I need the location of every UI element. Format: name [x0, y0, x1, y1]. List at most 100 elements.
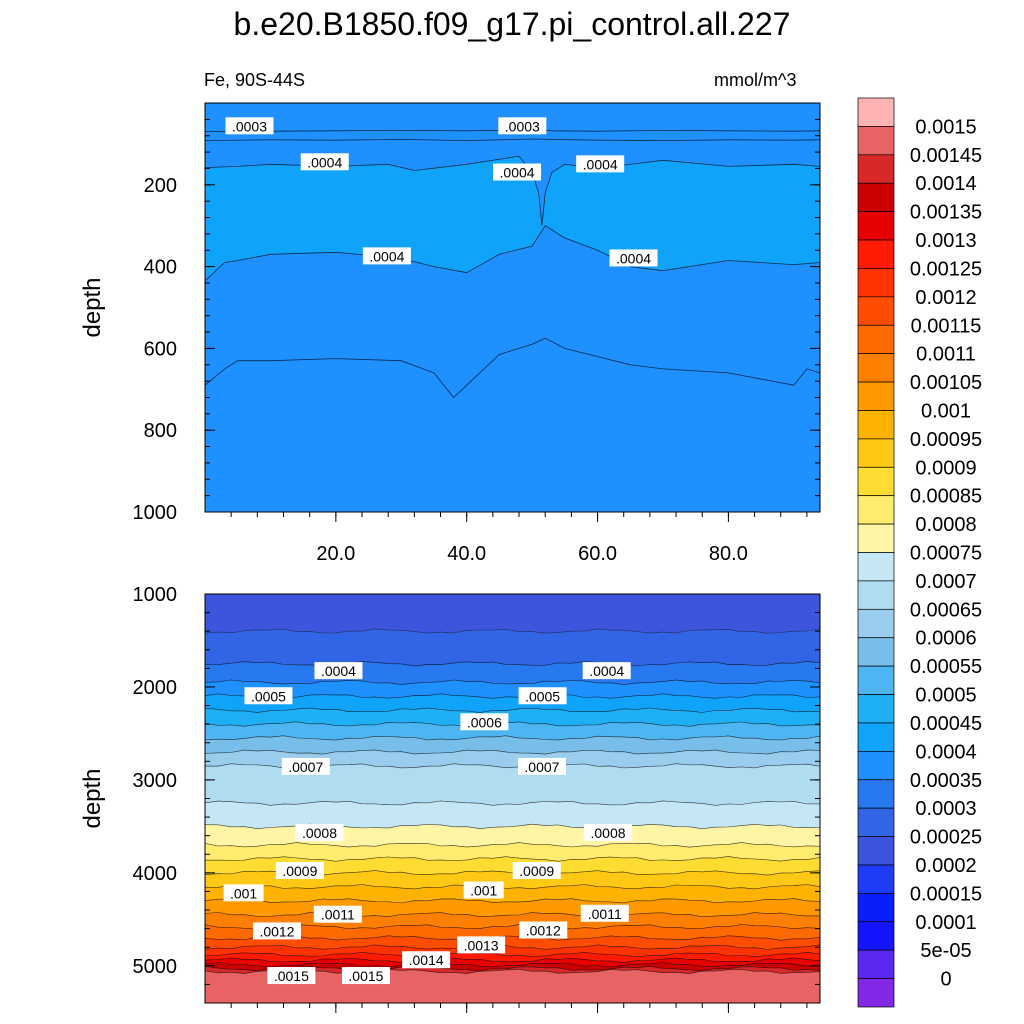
x-tick-label: 40.0: [447, 543, 486, 565]
contour-label-bg: [252, 922, 301, 940]
contour-label-13: .0011: [313, 905, 362, 923]
colorbar-swatch: [857, 949, 895, 979]
colorbar-swatch: [857, 154, 895, 184]
colorbar-swatch: [857, 495, 895, 525]
colorbar-swatch: [857, 921, 895, 951]
contour-label-19: .0015: [267, 967, 316, 985]
contour-label-text: .0011: [321, 907, 355, 923]
contour-label-0: .0003: [225, 117, 274, 135]
contour-band-2: [204, 661, 821, 686]
contour-label-16: .0012: [519, 921, 568, 939]
units-label: mmol/m^3: [714, 70, 797, 90]
contour-label-text: .0004: [321, 663, 356, 679]
contour-label-11: .001: [223, 884, 264, 902]
contour-label-text: .0005: [525, 688, 560, 704]
contour-label-bg: [609, 249, 658, 267]
contour-label-20: .0015: [341, 967, 390, 985]
colorbar-swatch: [857, 324, 895, 355]
upper-panel: .0003 .0003 .0004 .0004 .0004 .0004 .0004 200 40…: [79, 102, 821, 565]
contour-line-1: [204, 138, 821, 142]
contour-label-text: .0006: [467, 714, 502, 730]
contour-line-3: [204, 225, 821, 282]
contour-label-text: .0004: [616, 250, 651, 266]
colorbar-swatch: [857, 580, 895, 610]
contour-label-9: .0009: [275, 862, 324, 880]
upper-mid-band: [205, 156, 820, 281]
contour-label-bg: [512, 862, 561, 880]
variable-region-label: Fe, 90S-44S: [204, 70, 306, 90]
contour-label-text: .0015: [348, 968, 383, 984]
lower-panel: .0004 .0004 .0005 .0005 .0006 .0007 .0007 .0008…: [79, 584, 821, 1013]
contour-band-0: [205, 594, 820, 634]
contour-label-bg: [225, 117, 274, 135]
colorbar-label: 0.00045: [910, 713, 982, 735]
colorbar-label: 0: [940, 969, 951, 991]
colorbar-label: 0.0008: [915, 514, 976, 536]
y-tick-label: 600: [144, 338, 177, 360]
y-tick-label: 1000: [133, 584, 178, 606]
x-tick-label: 20.0: [316, 543, 355, 565]
contour-label-2: .0004: [300, 153, 349, 171]
colorbar-label: 0.0005: [915, 685, 976, 707]
colorbar: 0.0015 0.00145 0.0014 0.00135 0.0013 0.00125 0…: [857, 97, 982, 1008]
contour-label-bg: [300, 153, 349, 171]
contour-label-bg: [463, 881, 504, 899]
colorbar-label: 0.0013: [915, 230, 976, 252]
contour-label-4: .0004: [576, 155, 625, 173]
contour-label-6: .0007: [517, 757, 566, 775]
colorbar-label: 0.0006: [915, 628, 976, 650]
contour-label-3: .0004: [493, 163, 542, 181]
colorbar-swatch: [857, 182, 895, 212]
contour-label-bg: [460, 713, 509, 731]
contour-label-bg: [582, 662, 631, 680]
colorbar-swatch: [857, 779, 895, 809]
colorbar-swatch: [857, 552, 895, 582]
contour-label-12: .001: [463, 881, 504, 899]
x-tick-label: 60.0: [578, 543, 617, 565]
contour-label-text: .0012: [259, 923, 294, 939]
contour-label-7: .0008: [295, 823, 344, 841]
contour-label-bg: [518, 687, 567, 705]
colorbar-label: 0.001: [921, 400, 971, 422]
colorbar-label: 0.00055: [910, 656, 982, 678]
contour-label-text: .0004: [369, 248, 404, 264]
colorbar-swatch: [857, 836, 895, 866]
contour-label-bg: [244, 687, 293, 705]
contour-label-text: .0004: [307, 154, 342, 170]
colorbar-swatch: [857, 978, 895, 1008]
contour-label-text: .0015: [274, 968, 309, 984]
contour-label-8: .0008: [584, 823, 633, 841]
colorbar-swatch: [857, 694, 895, 724]
y-tick-label: 4000: [133, 863, 178, 885]
contour-label-0: .0004: [314, 662, 363, 680]
contour-label-15: .0012: [252, 922, 301, 940]
colorbar-label: 0.0015: [915, 116, 976, 138]
colorbar-label: 0.00135: [910, 202, 982, 224]
colorbar-label: 0.0004: [915, 741, 976, 763]
contour-label-text: .0004: [583, 156, 618, 172]
contour-label-bg: [576, 155, 625, 173]
contour-label-3: .0005: [518, 687, 567, 705]
contour-label-1: .0004: [582, 662, 631, 680]
colorbar-label: 0.00115: [911, 315, 982, 337]
colorbar-label: 0.0012: [915, 287, 976, 309]
colorbar-swatch: [857, 864, 895, 894]
contour-label-bg: [275, 862, 324, 880]
contour-label-text: .0008: [590, 825, 625, 841]
x-tick-label: 80.0: [709, 543, 748, 565]
contour-label-bg: [493, 163, 542, 181]
colorbar-label: 0.00145: [910, 145, 982, 167]
contour-label-2: .0005: [244, 687, 293, 705]
contour-label-bg: [402, 951, 451, 969]
contour-band-1: [204, 628, 821, 667]
colorbar-swatch: [857, 211, 895, 241]
contour-label-text: .0009: [282, 863, 317, 879]
contour-line-4: [204, 337, 821, 399]
colorbar-swatch: [857, 722, 895, 752]
colorbar-swatch: [857, 807, 895, 837]
contour-band-7: [204, 735, 821, 755]
colorbar-swatch: [857, 381, 895, 411]
colorbar-swatch: [857, 893, 895, 923]
contour-label-1: .0003: [498, 117, 547, 135]
